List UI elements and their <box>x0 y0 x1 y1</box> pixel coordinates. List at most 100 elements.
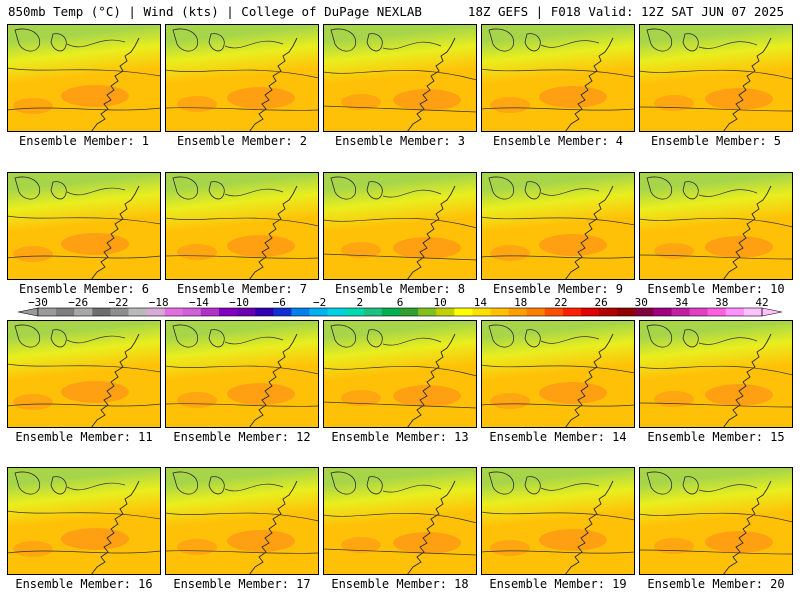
ensemble-map-panel <box>481 172 635 280</box>
ensemble-member-label: Ensemble Member: 9 <box>492 282 624 296</box>
colorbar-swatch <box>454 308 473 316</box>
ensemble-map-panel <box>481 24 635 132</box>
header-right-title: 18Z GEFS | F018 Valid: 12Z SAT JUN 07 20… <box>467 4 784 19</box>
temperature-map <box>639 467 793 575</box>
ensemble-map-panel <box>481 320 635 428</box>
colorbar-swatch <box>128 308 147 316</box>
colorbar-swatch <box>291 308 310 316</box>
colorbar-swatch <box>327 308 347 316</box>
colorbar-swatch <box>38 308 57 316</box>
colorbar-swatch <box>707 308 727 316</box>
colorbar-swatch <box>508 308 528 316</box>
temperature-map <box>323 24 477 132</box>
colorbar-tick-label: 6 <box>397 296 404 309</box>
ensemble-member-label: Ensemble Member: 6 <box>18 282 150 296</box>
temperature-map <box>7 320 161 428</box>
ensemble-map-panel <box>639 172 793 280</box>
colorbar-tick-label: 22 <box>554 296 567 309</box>
temperature-map <box>639 24 793 132</box>
colorbar-swatch <box>635 308 654 316</box>
colorbar-swatch <box>200 308 220 316</box>
temperature-map <box>481 24 635 132</box>
colorbar-swatch <box>472 308 491 316</box>
ensemble-map-panel <box>7 172 161 280</box>
colorbar-swatch <box>110 308 129 316</box>
colorbar-tick-label: −14 <box>189 296 209 309</box>
colorbar-swatch <box>743 308 763 316</box>
colorbar-swatch <box>92 308 111 316</box>
ensemble-member-label: Ensemble Member: 1 <box>18 134 150 148</box>
colorbar-swatch <box>418 308 437 316</box>
colorbar-swatch <box>345 308 365 316</box>
temperature-map <box>323 467 477 575</box>
temperature-map <box>165 24 319 132</box>
ensemble-map-panel <box>639 467 793 575</box>
colorbar-swatch <box>164 308 184 316</box>
temperature-map <box>165 320 319 428</box>
colorbar-swatch <box>182 308 202 316</box>
colorbar-swatch <box>617 308 636 316</box>
ensemble-member-label: Ensemble Member: 20 <box>647 577 785 591</box>
colorbar-swatch <box>219 308 238 316</box>
colorbar-swatch <box>146 308 166 316</box>
colorbar-tick-label: 14 <box>474 296 488 309</box>
colorbar-swatch <box>56 308 75 316</box>
colorbar-swatch <box>599 308 618 316</box>
colorbar-swatch <box>255 308 274 316</box>
temperature-colorbar: −30 −26 −22 −18 −14 −10 −6 −2 2 6 10 14 18 22 26 30 34 38… <box>14 296 786 320</box>
temperature-map <box>7 467 161 575</box>
ensemble-map-panel <box>165 320 319 428</box>
colorbar-tick-label: 30 <box>635 296 648 309</box>
ensemble-map-panel <box>323 24 477 132</box>
ensemble-map-panel <box>165 172 319 280</box>
temperature-map <box>165 467 319 575</box>
ensemble-member-label: Ensemble Member: 18 <box>331 577 469 591</box>
colorbar-tick-label: 42 <box>755 296 768 309</box>
colorbar-swatch <box>309 308 328 316</box>
ensemble-map-panel <box>165 467 319 575</box>
colorbar-swatch <box>436 308 455 316</box>
colorbar-swatch <box>725 308 745 316</box>
ensemble-map-panel <box>639 320 793 428</box>
header-left-title: 850mb Temp (°C) | Wind (kts) | College o… <box>8 4 422 19</box>
colorbar-swatch <box>581 308 600 316</box>
temperature-map <box>7 24 161 132</box>
colorbar-swatch <box>381 308 401 316</box>
temperature-map <box>481 172 635 280</box>
colorbar-swatch <box>671 308 690 316</box>
ensemble-member-label: Ensemble Member: 2 <box>176 134 308 148</box>
ensemble-member-label: Ensemble Member: 11 <box>15 430 153 444</box>
colorbar-swatch <box>653 308 672 316</box>
ensemble-map-panel <box>323 467 477 575</box>
temperature-map <box>481 467 635 575</box>
colorbar-left-arrow <box>17 307 39 317</box>
temperature-map <box>639 320 793 428</box>
ensemble-member-label: Ensemble Member: 7 <box>176 282 308 296</box>
colorbar-tick-label: −6 <box>273 296 286 309</box>
ensemble-map-panel <box>323 172 477 280</box>
ensemble-map-panel <box>7 320 161 428</box>
ensemble-member-label: Ensemble Member: 19 <box>489 577 627 591</box>
colorbar-tick-label: 34 <box>675 296 689 309</box>
ensemble-member-label: Ensemble Member: 14 <box>489 430 627 444</box>
colorbar-tick-label: −26 <box>68 296 88 309</box>
temperature-map <box>639 172 793 280</box>
ensemble-member-label: Ensemble Member: 8 <box>334 282 466 296</box>
temperature-map <box>323 172 477 280</box>
temperature-map <box>165 172 319 280</box>
colorbar-swatch <box>526 308 546 316</box>
colorbar-tick-label: −30 <box>28 296 48 309</box>
ensemble-member-label: Ensemble Member: 4 <box>492 134 624 148</box>
colorbar-right-arrow <box>761 307 783 317</box>
ensemble-member-label: Ensemble Member: 3 <box>334 134 466 148</box>
colorbar-tick-label: 26 <box>594 296 607 309</box>
colorbar-swatch <box>400 308 419 316</box>
colorbar-swatch <box>689 308 709 316</box>
temperature-map <box>481 320 635 428</box>
colorbar-tick-label: −2 <box>313 296 326 309</box>
ensemble-member-label: Ensemble Member: 15 <box>647 430 785 444</box>
ensemble-member-label: Ensemble Member: 5 <box>650 134 782 148</box>
ensemble-map-panel <box>481 467 635 575</box>
colorbar-tick-label: 2 <box>356 296 363 309</box>
colorbar-tick-label: −10 <box>229 296 249 309</box>
